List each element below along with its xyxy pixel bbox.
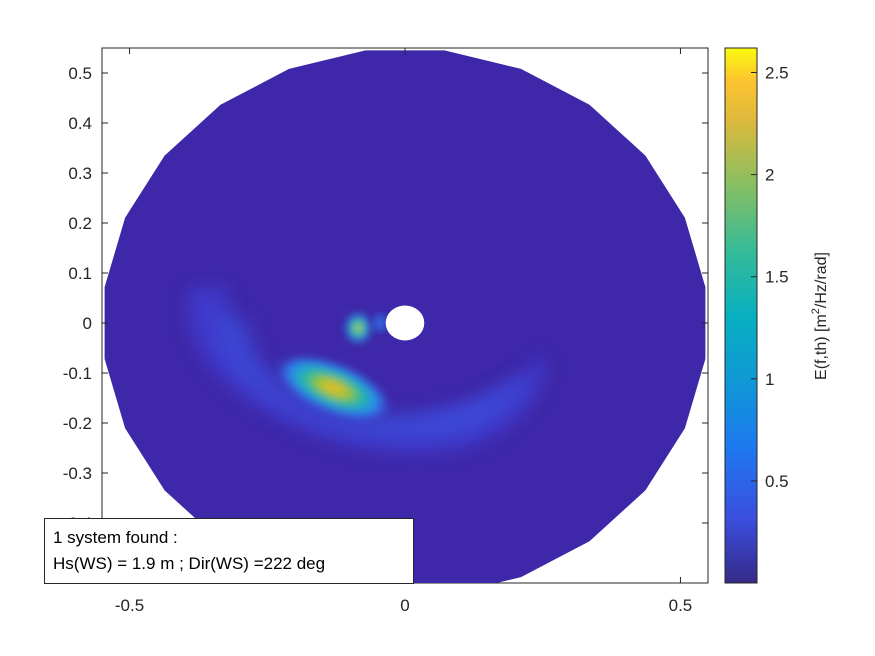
- energy-peak-secondary: [343, 311, 374, 345]
- energy-peak-main: [275, 354, 392, 422]
- colorbar-tick-label: 0.5: [765, 472, 789, 491]
- y-axis: 0.50.40.30.20.10-0.1-0.2-0.3-0.4: [63, 64, 708, 533]
- x-tick-label: 0.5: [669, 596, 693, 615]
- colorbar-tick-label: 2.5: [765, 64, 789, 83]
- y-tick-label: 0.3: [68, 164, 92, 183]
- y-tick-label: 0.2: [68, 214, 92, 233]
- y-tick-label: -0.1: [63, 364, 92, 383]
- x-tick-label: -0.5: [115, 596, 144, 615]
- colorbar-label: E(f,th) [m2/Hz/rad]: [810, 252, 830, 380]
- annotation-box: 1 system found : Hs(WS) = 1.9 m ; Dir(WS…: [44, 518, 414, 584]
- x-tick-label: 0: [400, 596, 409, 615]
- colorbar: [724, 47, 758, 584]
- y-tick-label: -0.3: [63, 464, 92, 483]
- y-tick-label: 0.4: [68, 114, 92, 133]
- annotation-line-2: Hs(WS) = 1.9 m ; Dir(WS) =222 deg: [53, 554, 326, 573]
- y-tick-label: -0.2: [63, 414, 92, 433]
- energy-contours: [187, 288, 546, 454]
- colorbar-tick-label: 2: [765, 166, 774, 185]
- y-tick-label: 0.5: [68, 64, 92, 83]
- energy-peak-satellite: [373, 314, 388, 332]
- colorbar-tick-label: 1.5: [765, 268, 789, 287]
- colorbar-ticks: 2.5 2 1.5 1 0.5: [751, 64, 789, 491]
- annotation-line-1: 1 system found :: [53, 528, 178, 547]
- y-tick-label: 0: [83, 314, 92, 333]
- inner-hole: [385, 305, 425, 341]
- energy-crescent-inner: [216, 308, 527, 437]
- y-tick-label: 0.1: [68, 264, 92, 283]
- colorbar-tick-label: 1: [765, 370, 774, 389]
